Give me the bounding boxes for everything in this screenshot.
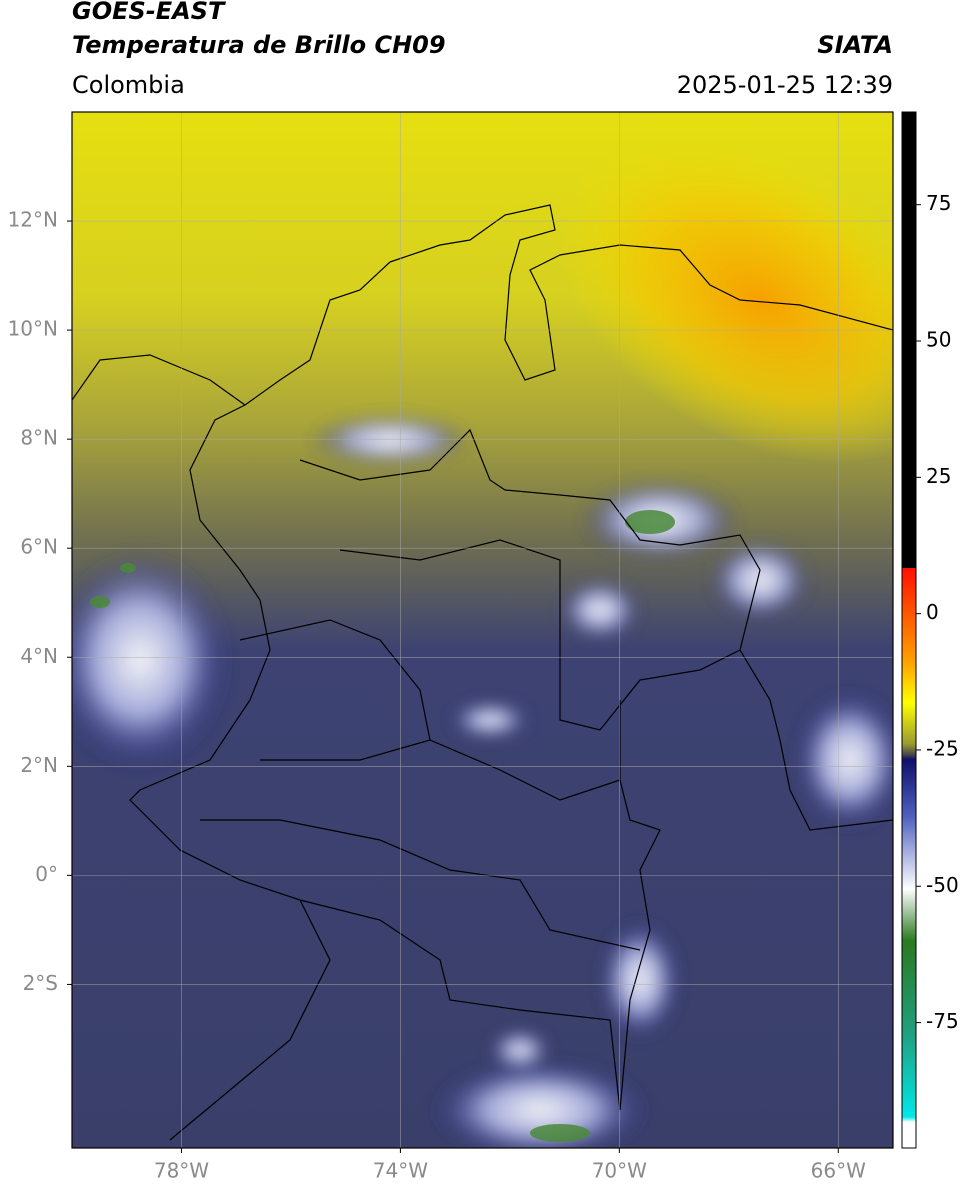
graticule [72, 112, 893, 1148]
satellite-image [72, 112, 893, 1148]
colorbar [901, 111, 917, 1149]
region: Colombia [72, 71, 185, 99]
x-tick-label: 74°W [373, 1159, 428, 1183]
colorbar-tick-label: -75 [926, 1009, 959, 1033]
borders [72, 204, 893, 1141]
colorbar-tick-label: 0 [926, 600, 939, 624]
y-tick-label: 6°N [20, 535, 58, 559]
subtitle: Temperatura de Brillo CH09 [72, 31, 446, 59]
y-tick-label: 8°N [20, 426, 58, 450]
y-tick-label: 0° [35, 862, 58, 886]
colorbar-tick-label: -25 [926, 736, 959, 760]
y-tick-label: 12°N [8, 208, 58, 232]
colorbar-tick-label: 25 [926, 464, 951, 488]
colorbar-tick-label: -50 [926, 873, 959, 897]
source: SIATA [817, 31, 893, 59]
y-tick-label: 2°S [23, 971, 58, 995]
y-tick-label: 4°N [20, 644, 58, 668]
y-tick-label: 10°N [8, 317, 58, 341]
colorbar-tick-label: 75 [926, 191, 951, 215]
x-tick-label: 78°W [154, 1159, 209, 1183]
colorbar-tick-label: 50 [926, 328, 951, 352]
datetime: 2025-01-25 12:39 [677, 71, 893, 99]
x-tick-label: 70°W [592, 1159, 647, 1183]
map-frame [71, 111, 894, 1149]
title: GOES-EAST [72, 0, 226, 25]
y-tick-label: 2°N [20, 753, 58, 777]
x-tick-label: 66°W [811, 1159, 866, 1183]
